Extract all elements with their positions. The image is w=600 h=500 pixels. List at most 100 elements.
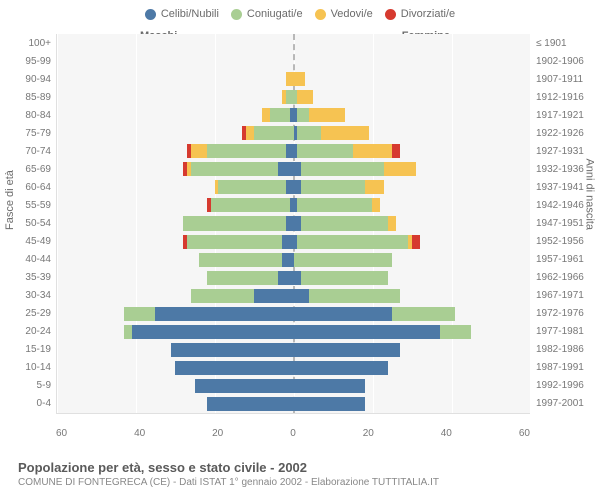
bar-segment [301,180,364,194]
male-bar [207,397,294,411]
male-bar [207,198,294,212]
legend-item: Divorziati/e [385,8,455,20]
bar-segment [207,397,294,411]
bar-segment [254,289,294,303]
age-tick: 25-29 [5,308,51,319]
bar-segment [286,72,294,86]
plot-area: 100+≤ 190195-991902-190690-941907-191185… [56,34,530,414]
legend-label: Coniugati/e [247,8,303,20]
bar-segment [309,108,345,122]
chart-subtitle: COMUNE DI FONTEGRECA (CE) - Dati ISTAT 1… [18,477,439,488]
age-tick: 20-24 [5,326,51,337]
female-bar [294,216,397,230]
bar-segment [294,289,310,303]
legend-item: Vedovi/e [315,8,373,20]
male-bar [282,90,294,104]
age-row: 65-691932-1936 [57,160,530,178]
male-bar [195,379,294,393]
bar-segment [278,162,294,176]
age-row: 15-191982-1986 [57,341,530,359]
bar-segment [132,325,294,339]
age-row: 55-591942-1946 [57,196,530,214]
bar-segment [262,108,270,122]
bar-segment [294,307,393,321]
age-tick: 45-49 [5,236,51,247]
birth-tick: 1932-1936 [536,164,596,175]
female-bar [294,325,472,339]
bar-segment [175,361,294,375]
footer: Popolazione per età, sesso e stato civil… [18,460,439,488]
bar-segment [124,325,132,339]
legend-label: Vedovi/e [331,8,373,20]
female-bar [294,235,420,249]
male-bar [262,108,294,122]
female-bar [294,144,401,158]
birth-tick: 1942-1946 [536,200,596,211]
bar-segment [294,325,440,339]
bar-segment [294,361,389,375]
age-tick: 60-64 [5,182,51,193]
age-tick: 50-54 [5,218,51,229]
birth-tick: 1922-1926 [536,128,596,139]
female-bar [294,90,314,104]
x-axis: 6040200204060 [56,428,530,439]
age-row: 20-241977-1981 [57,323,530,341]
bar-segment [218,180,285,194]
bar-segment [124,307,156,321]
bar-segment [297,108,309,122]
age-tick: 75-79 [5,128,51,139]
birth-tick: 1972-1976 [536,308,596,319]
male-bar [183,235,294,249]
bar-segment [254,126,294,140]
bar-segment [246,126,254,140]
male-bar [183,216,294,230]
bar-segment [392,144,400,158]
birth-tick: 1962-1966 [536,272,596,283]
bar-segment [294,379,365,393]
age-tick: 30-34 [5,290,51,301]
male-bar [199,253,294,267]
birth-tick: 1967-1971 [536,290,596,301]
age-tick: 65-69 [5,164,51,175]
birth-tick: 1977-1981 [536,326,596,337]
birth-tick: 1952-1956 [536,236,596,247]
legend-label: Celibi/Nubili [161,8,219,20]
legend-swatch [231,9,242,20]
bar-segment [365,180,385,194]
male-bar [215,180,294,194]
bar-segment [294,216,302,230]
male-bar [124,325,294,339]
age-tick: 0-4 [5,398,51,409]
legend-label: Divorziati/e [401,8,455,20]
bar-segment [207,144,286,158]
age-tick: 95-99 [5,56,51,67]
age-row: 100+≤ 1901 [57,34,530,52]
age-tick: 15-19 [5,344,51,355]
age-row: 10-141987-1991 [57,359,530,377]
bar-segment [171,343,293,357]
bar-segment [286,90,294,104]
bar-segment [195,379,294,393]
bar-segment [297,144,352,158]
bar-segment [286,216,294,230]
bar-segment [294,271,302,285]
bar-segment [309,289,400,303]
male-bar [175,361,294,375]
x-tick: 40 [134,428,145,439]
bar-segment [199,253,282,267]
age-row: 45-491952-1956 [57,233,530,251]
age-tick: 5-9 [5,380,51,391]
rows-container: 100+≤ 190195-991902-190690-941907-191185… [57,34,530,413]
bar-segment [211,198,290,212]
legend-swatch [145,9,156,20]
x-tick: 60 [56,428,67,439]
bar-segment [294,162,302,176]
legend-item: Celibi/Nubili [145,8,219,20]
legend-swatch [315,9,326,20]
female-bar [294,180,385,194]
age-tick: 90-94 [5,74,51,85]
age-tick: 80-84 [5,110,51,121]
legend-item: Coniugati/e [231,8,303,20]
x-tick: 40 [441,428,452,439]
age-tick: 40-44 [5,254,51,265]
